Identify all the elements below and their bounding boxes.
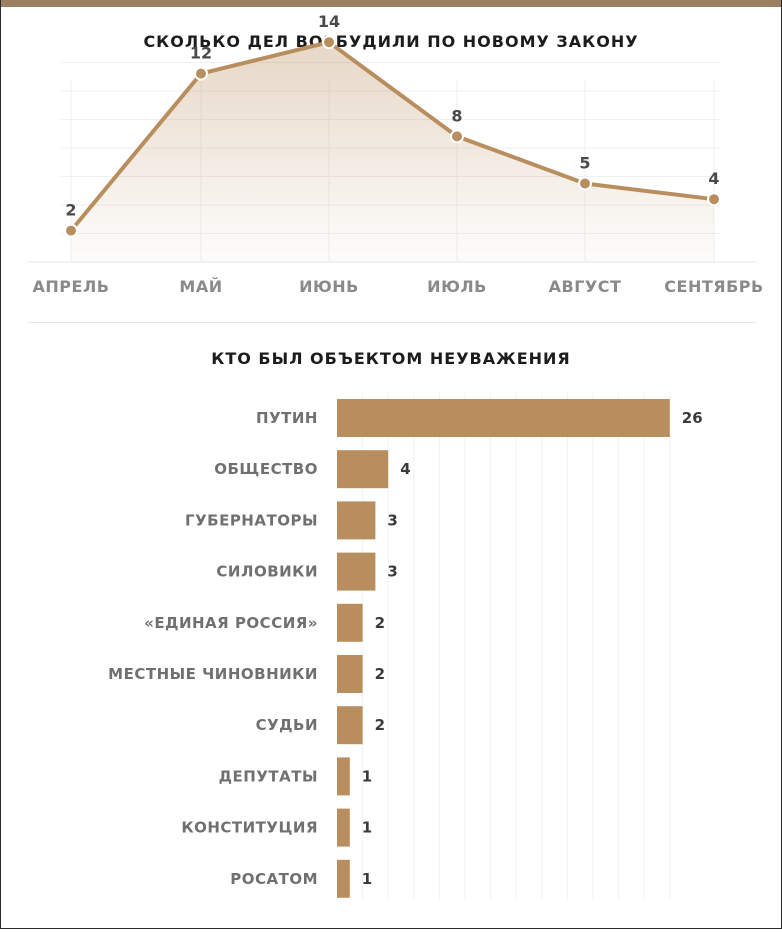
bar-category-label: «ЕДИНАЯ РОССИЯ» [144, 614, 318, 632]
bar-category-label: ДЕПУТАТЫ [219, 767, 318, 785]
bar-value-label: 1 [362, 767, 372, 785]
line-value-label: 12 [190, 44, 212, 63]
bar [337, 757, 350, 796]
bar-value-label: 3 [387, 563, 397, 581]
bar-value-label: 1 [362, 870, 372, 888]
bar-category-label: ОБЩЕСТВО [214, 460, 318, 478]
bar-category-label: КОНСТИТУЦИЯ [181, 819, 318, 837]
bar-category-label: ГУБЕРНАТОРЫ [185, 511, 318, 529]
x-axis-tick-label: СЕНТЯБРЬ [664, 277, 763, 296]
x-axis-tick-label: АПРЕЛЬ [33, 277, 110, 296]
line-value-label: 5 [579, 154, 590, 173]
line-value-label: 14 [318, 12, 340, 31]
bar [337, 399, 670, 437]
bar [337, 552, 376, 591]
line-area [71, 42, 714, 263]
bar-category-label: РОСАТОМ [230, 870, 318, 888]
line-series [69, 40, 715, 232]
bar-value-label: 2 [375, 665, 385, 683]
line-value-label: 2 [65, 201, 76, 220]
bar-category-label: ПУТИН [256, 409, 318, 427]
line-value-label: 4 [708, 169, 719, 188]
line-point [194, 66, 208, 81]
bar [337, 450, 389, 489]
x-axis-tick-label: МАЙ [179, 277, 222, 296]
line-point [450, 129, 464, 144]
bar-category-label: МЕСТНЫЕ ЧИНОВНИКИ [108, 665, 318, 683]
bar-value-label: 2 [375, 614, 385, 632]
x-axis-tick-label: ИЮЛЬ [427, 277, 487, 296]
bar-value-label: 4 [400, 460, 410, 478]
bar [337, 603, 363, 642]
x-axis-tick-label: ИЮНЬ [299, 277, 359, 296]
bar [337, 808, 350, 847]
bar-value-label: 3 [387, 511, 397, 529]
bar-value-label: 1 [362, 819, 372, 837]
line-chart-title: СКОЛЬКО ДЕЛ ВОЗБУДИЛИ ПО НОВОМУ ЗАКОНУ [143, 32, 639, 51]
bar [337, 655, 363, 693]
line-point [322, 35, 336, 50]
bar-value-label: 26 [682, 409, 703, 427]
top-accent-bar [1, 0, 781, 7]
x-axis-tick-label: АВГУСТ [549, 277, 622, 296]
bar [337, 859, 350, 898]
line-point [707, 192, 721, 207]
line-point [64, 223, 78, 238]
bar-chart-title: КТО БЫЛ ОБЪЕКТОМ НЕУВАЖЕНИЯ [211, 349, 571, 368]
bar-category-label: СУДЬИ [256, 716, 318, 734]
line-chart: 2 АПРЕЛЬ 12 МАЙ 14 ИЮНЬ 8 ИЮЛЬ 5 АВГУСТ 4 СЕНТЯБРЬ [28, 12, 763, 296]
line-value-label: 8 [451, 106, 462, 125]
line-point [578, 176, 592, 191]
bar-value-label: 2 [375, 716, 385, 734]
section-divider [28, 322, 756, 323]
bar [337, 501, 376, 540]
bar-category-label: СИЛОВИКИ [216, 563, 318, 581]
bar [337, 706, 363, 745]
